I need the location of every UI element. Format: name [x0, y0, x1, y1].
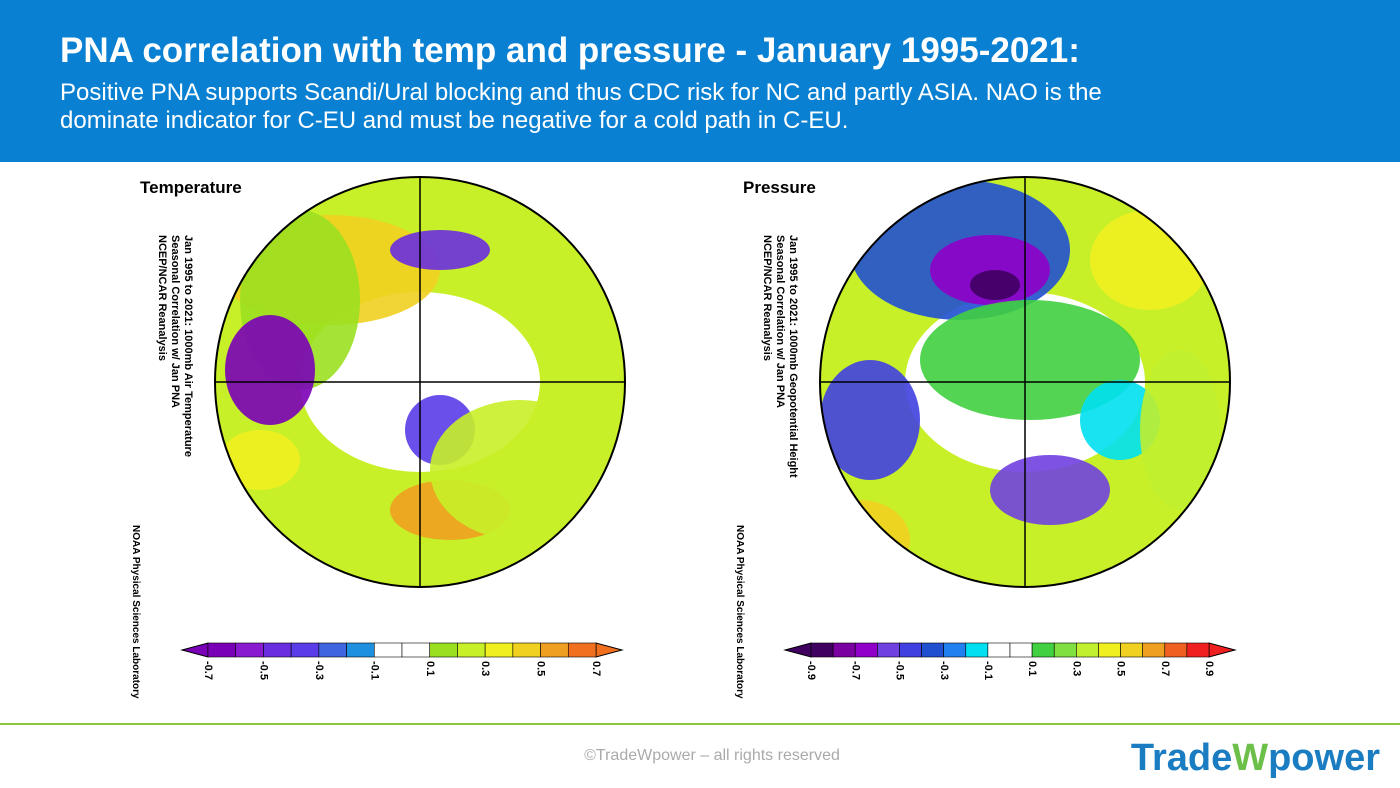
colorbar-label: 0.9	[1203, 661, 1215, 676]
colorbar-swatch	[484, 642, 514, 658]
colorbar-label: -0.5	[894, 661, 906, 680]
colorbar-arrow	[1208, 642, 1237, 658]
credit: NOAA Physical Sciences Laboratory	[130, 525, 141, 699]
colorbar-swatch	[1076, 642, 1099, 658]
colorbar-label: -0.5	[258, 661, 270, 680]
panel-label: Pressure	[743, 178, 816, 197]
side-text: Seasonal Correlation w/ Jan PNA	[169, 235, 181, 408]
colorbar-swatch	[921, 642, 944, 658]
colorbar-arrow	[595, 642, 624, 658]
colorbar-swatch	[373, 642, 403, 658]
copyright: ©TradeWpower – all rights reserved	[584, 747, 840, 764]
colorbar-swatch	[1031, 642, 1055, 658]
colorbar-label: 0.7	[590, 661, 602, 676]
colorbar-label: 0.1	[424, 661, 436, 676]
panel-label: Temperature	[140, 178, 242, 197]
side-text: Jan 1995 to 2021: 1000mb Geopotential He…	[787, 235, 799, 478]
side-text: Jan 1995 to 2021: 1000mb Air Temperature	[182, 235, 194, 457]
map-blob	[990, 455, 1110, 525]
map-blob	[970, 270, 1020, 300]
logo: TradeWpower	[1131, 737, 1380, 779]
map-blob	[1090, 210, 1210, 310]
colorbar-swatch	[318, 642, 347, 658]
side-text: NCEP/NCAR Reanalysis	[156, 235, 168, 361]
colorbar-label: 0.5	[1115, 661, 1127, 676]
map-blob	[390, 230, 490, 270]
maps: Temperature Jan 1995 to 2021: 1000mb Air …	[130, 176, 1237, 699]
colorbar-label: 0.3	[479, 661, 491, 676]
colorbar-swatch	[457, 642, 486, 658]
colorbar-label: 0.7	[1159, 661, 1171, 676]
colorbar-swatch	[235, 642, 264, 658]
colorbar-label: -0.1	[982, 661, 994, 680]
colorbar-swatch	[540, 642, 569, 658]
colorbar-label: -0.7	[202, 661, 214, 680]
colorbar-swatch	[429, 642, 458, 658]
colorbar-swatch	[987, 642, 1011, 658]
map-blob	[930, 235, 1050, 305]
colorbar-label: -0.3	[938, 661, 950, 680]
map-blob	[225, 315, 315, 425]
colorbar-swatch	[1120, 642, 1143, 658]
colorbar-swatch	[401, 642, 431, 658]
colorbar-swatch	[943, 642, 967, 658]
colorbar-arrow	[783, 642, 812, 658]
colorbar-swatch	[877, 642, 900, 658]
colorbar-label: -0.7	[849, 661, 861, 680]
colorbar-swatch	[512, 642, 541, 658]
map-blob	[1140, 350, 1220, 510]
colorbar-label: 0.1	[1026, 661, 1038, 676]
logo-part: power	[1268, 737, 1380, 779]
map-blob	[220, 430, 300, 490]
logo-part: Trade	[1131, 737, 1232, 779]
colorbar-swatch	[965, 642, 989, 658]
colorbar-arrow	[180, 642, 209, 658]
credit: NOAA Physical Sciences Laboratory	[734, 525, 745, 699]
colorbar-label: 0.5	[535, 661, 547, 676]
colorbar-swatch	[810, 642, 834, 658]
colorbar-swatch	[854, 642, 878, 658]
map-blob	[430, 400, 610, 540]
map-blob	[820, 360, 920, 480]
colorbar-swatch	[346, 642, 375, 658]
subtitle: Positive PNA supports Scandi/Ural blocki…	[60, 79, 1102, 106]
colorbar-swatch	[1009, 642, 1033, 658]
side-text: Seasonal Correlation w/ Jan PNA	[774, 235, 786, 408]
header-band	[0, 0, 1400, 162]
map-blob	[1080, 380, 1160, 460]
colorbar-swatch	[899, 642, 922, 658]
colorbar-swatch	[263, 642, 292, 658]
colorbar-swatch	[1053, 642, 1077, 658]
colorbar-label: -0.3	[313, 661, 325, 680]
colorbar-swatch	[1164, 642, 1188, 658]
colorbar-swatch	[567, 642, 597, 658]
subtitle: dominate indicator for C-EU and must be …	[60, 107, 848, 134]
colorbar-swatch	[1142, 642, 1166, 658]
colorbar-swatch	[290, 642, 320, 658]
colorbar-swatch	[1098, 642, 1121, 658]
colorbar-swatch	[1186, 642, 1210, 658]
map-blob	[920, 300, 1140, 420]
side-text: NCEP/NCAR Reanalysis	[761, 235, 773, 361]
colorbar-label: -0.9	[805, 661, 817, 680]
colorbar-swatch	[207, 642, 237, 658]
colorbar-label: -0.1	[368, 661, 380, 680]
logo-part: W	[1232, 737, 1268, 779]
colorbar-label: 0.3	[1070, 661, 1082, 676]
colorbar-swatch	[832, 642, 856, 658]
title: PNA correlation with temp and pressure -…	[60, 31, 1080, 70]
